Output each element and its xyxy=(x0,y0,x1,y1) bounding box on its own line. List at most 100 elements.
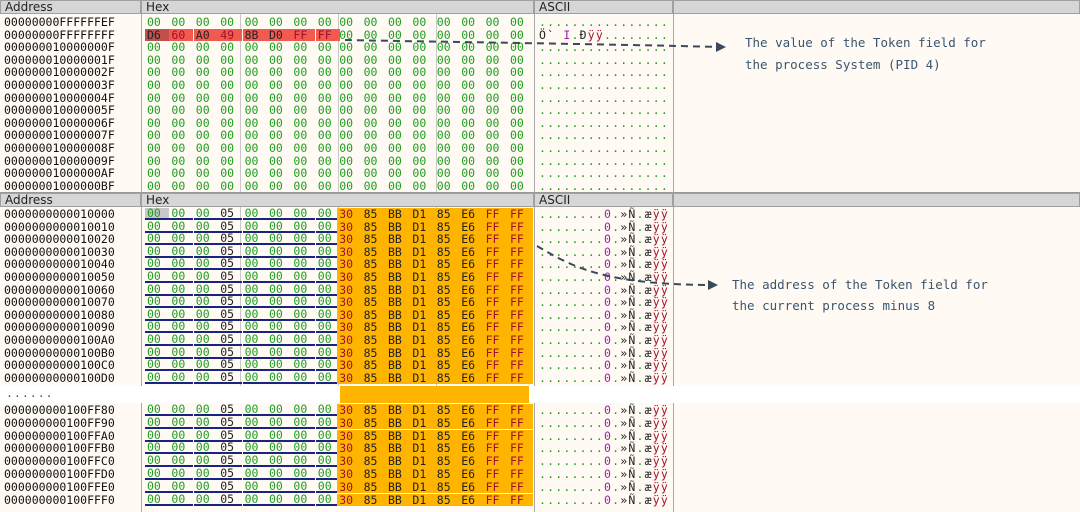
hex-byte[interactable]: 00 xyxy=(510,115,524,130)
hex-byte[interactable]: 00 xyxy=(317,52,332,67)
hex-byte[interactable]: 00 xyxy=(291,454,316,468)
hex-byte[interactable]: 00 xyxy=(169,308,194,321)
hex-byte[interactable]: 00 xyxy=(147,166,161,181)
hex-byte[interactable]: FF xyxy=(508,258,533,271)
hex-byte[interactable]: 00 xyxy=(244,153,259,168)
hex-byte[interactable]: 00 xyxy=(485,40,500,55)
hex-byte[interactable]: 05 xyxy=(218,321,243,334)
hex-byte[interactable]: 00 xyxy=(195,153,210,168)
hex-byte[interactable]: 00 xyxy=(412,128,427,143)
hex-byte[interactable]: 00 xyxy=(193,493,218,506)
hex-byte[interactable]: D6 xyxy=(145,28,169,42)
hex-byte[interactable]: D0 xyxy=(267,28,291,42)
hex-byte[interactable]: BB xyxy=(386,455,411,468)
hex-byte[interactable]: 00 xyxy=(169,371,194,384)
hex-byte[interactable]: 05 xyxy=(218,442,243,455)
hex-byte[interactable]: 00 xyxy=(269,15,283,29)
hex-byte[interactable]: 00 xyxy=(485,166,500,181)
hex-byte[interactable]: D1 xyxy=(410,334,436,347)
hex-byte[interactable]: 00 xyxy=(461,78,476,92)
hex-byte[interactable]: 00 xyxy=(147,52,161,67)
hex-byte[interactable]: 00 xyxy=(169,232,194,246)
hex-byte[interactable]: E6 xyxy=(459,334,485,347)
hex-byte[interactable]: 00 xyxy=(363,115,378,130)
hex-byte[interactable]: 85 xyxy=(434,321,460,334)
hex-byte[interactable]: 00 xyxy=(244,178,259,193)
hex-byte[interactable]: 00 xyxy=(193,429,218,442)
hex-byte[interactable]: 00 xyxy=(461,141,476,155)
hex-byte[interactable]: BB xyxy=(386,417,411,430)
hex-byte[interactable]: 00 xyxy=(147,78,161,92)
hex-byte[interactable]: 00 xyxy=(388,52,402,67)
hex-byte[interactable]: 00 xyxy=(485,90,500,105)
hex-byte[interactable]: 05 xyxy=(218,346,243,359)
hex-byte[interactable]: 00 xyxy=(315,321,340,334)
hex-byte[interactable]: 30 xyxy=(337,334,363,347)
hex-byte[interactable]: BB xyxy=(386,309,411,322)
hex-byte[interactable]: 85 xyxy=(434,346,460,360)
hex-byte[interactable]: 00 xyxy=(267,403,291,416)
hex-byte[interactable]: 00 xyxy=(244,103,259,118)
hex-byte[interactable]: 00 xyxy=(291,321,316,334)
hex-byte[interactable]: 00 xyxy=(242,346,267,359)
hex-byte[interactable]: 85 xyxy=(361,429,387,443)
hex-byte[interactable]: FF xyxy=(483,233,509,246)
hex-byte[interactable]: BB xyxy=(386,271,411,284)
hex-byte[interactable]: 00 xyxy=(220,141,235,155)
hex-byte[interactable]: 00 xyxy=(388,103,402,118)
hex-byte[interactable]: 85 xyxy=(361,442,387,455)
hex-byte[interactable]: 05 xyxy=(218,258,243,271)
hex-byte[interactable]: 60 xyxy=(169,28,194,42)
hex-byte[interactable]: FF xyxy=(483,258,509,271)
hex-byte[interactable]: FF xyxy=(483,442,509,455)
hex-byte[interactable]: 00 xyxy=(269,103,283,118)
hex-byte[interactable]: 00 xyxy=(291,333,316,346)
hex-byte[interactable]: D1 xyxy=(410,468,436,481)
hex-byte[interactable]: 00 xyxy=(145,220,169,233)
hex-byte[interactable]: 00 xyxy=(145,245,169,258)
hex-byte[interactable]: 00 xyxy=(244,166,259,181)
hex-byte[interactable]: 00 xyxy=(242,270,267,283)
hex-byte[interactable]: 00 xyxy=(412,78,427,92)
hex-byte[interactable]: 00 xyxy=(315,207,340,220)
hex-byte[interactable]: 00 xyxy=(339,115,354,130)
hex-byte[interactable]: 00 xyxy=(169,493,194,506)
hex-byte[interactable]: 00 xyxy=(317,103,332,118)
hex-byte[interactable]: 00 xyxy=(193,207,218,220)
hex-byte[interactable]: 00 xyxy=(363,78,378,92)
hex-byte[interactable]: E6 xyxy=(459,296,485,309)
hex-byte[interactable]: 30 xyxy=(337,321,363,334)
hex-byte[interactable]: FF xyxy=(483,271,509,284)
hex-byte[interactable]: 00 xyxy=(145,454,169,468)
hex-byte[interactable]: 00 xyxy=(171,78,186,92)
hex-byte[interactable]: 00 xyxy=(195,141,210,155)
hex-byte[interactable]: E6 xyxy=(459,271,485,284)
hex-byte[interactable]: 00 xyxy=(388,78,402,92)
hex-byte[interactable]: 00 xyxy=(510,153,524,168)
hex-byte[interactable]: 00 xyxy=(461,178,476,193)
hex-byte[interactable]: 00 xyxy=(436,141,451,155)
hex-byte[interactable]: 00 xyxy=(315,454,340,468)
hex-byte[interactable]: 00 xyxy=(169,220,194,233)
hex-byte[interactable]: FF xyxy=(315,28,340,42)
hex-byte[interactable]: E6 xyxy=(459,429,485,443)
hex-byte[interactable]: 85 xyxy=(434,283,460,297)
hex-byte[interactable]: FF xyxy=(483,321,509,334)
hex-byte[interactable]: 00 xyxy=(145,321,169,334)
hex-byte[interactable]: 00 xyxy=(169,245,194,258)
hex-byte[interactable]: 00 xyxy=(510,166,524,181)
hex-byte[interactable]: 00 xyxy=(436,52,451,67)
hex-byte[interactable]: 85 xyxy=(434,481,460,494)
hex-byte[interactable]: 00 xyxy=(193,403,218,416)
hex-byte[interactable]: 00 xyxy=(171,103,186,118)
hex-byte[interactable]: 00 xyxy=(317,78,332,92)
hex-byte[interactable]: 85 xyxy=(361,233,387,246)
column-header-address[interactable]: Address xyxy=(0,0,141,14)
hex-byte[interactable]: 00 xyxy=(461,40,476,55)
hex-byte[interactable]: 00 xyxy=(269,52,283,67)
hex-byte[interactable]: 00 xyxy=(315,270,340,283)
hex-byte[interactable]: BB xyxy=(386,246,411,259)
hex-byte[interactable]: 00 xyxy=(242,308,267,321)
hex-byte[interactable]: 00 xyxy=(363,65,378,80)
hex-byte[interactable]: 05 xyxy=(218,429,243,442)
